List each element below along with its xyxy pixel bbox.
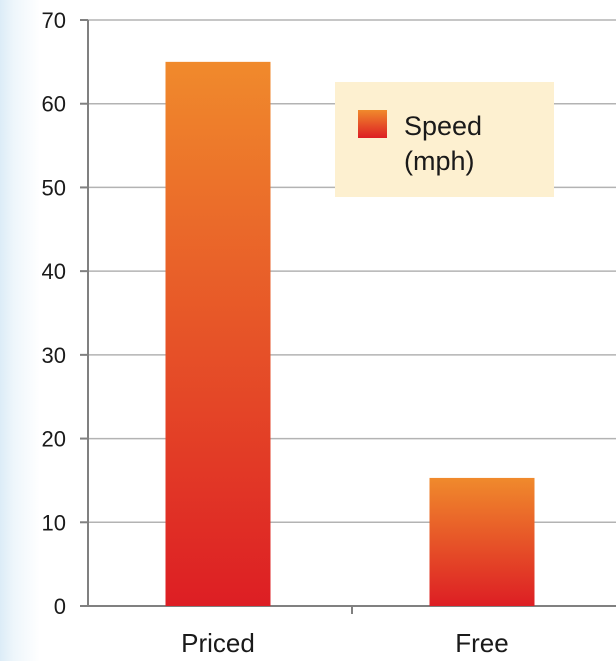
bar-priced <box>165 61 271 607</box>
y-tick-label: 40 <box>42 259 66 284</box>
legend-background <box>335 82 554 197</box>
legend-label-line1: Speed <box>404 111 482 141</box>
y-tick-label: 30 <box>42 343 66 368</box>
bars <box>165 61 535 607</box>
legend: Speed (mph) <box>335 82 554 197</box>
x-tick-label: Priced <box>181 628 255 658</box>
x-tick-label: Free <box>455 628 508 658</box>
legend-label-line2: (mph) <box>404 146 475 176</box>
y-tick-label: 50 <box>42 175 66 200</box>
bar-free <box>429 477 535 606</box>
y-tick-label: 70 <box>42 8 66 33</box>
y-tick-label: 60 <box>42 92 66 117</box>
y-tick-label: 20 <box>42 427 66 452</box>
legend-swatch <box>358 110 387 138</box>
y-tick-label: 10 <box>42 510 66 535</box>
y-tick-label: 0 <box>54 594 66 619</box>
tick-labels: 0 10 20 30 40 50 60 70 Priced Free <box>42 8 509 658</box>
